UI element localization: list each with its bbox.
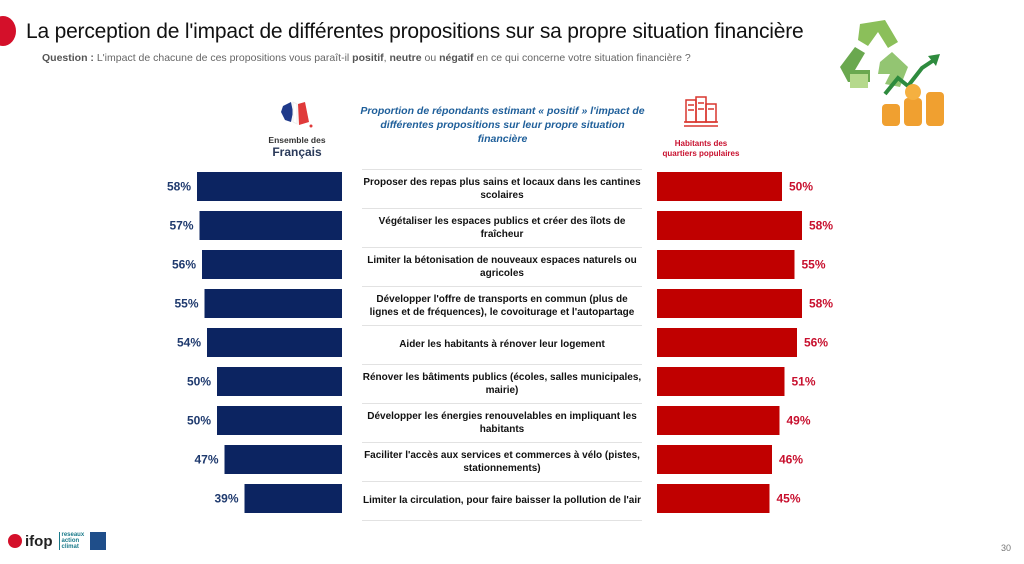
value-label-ensemble-francais: 39% — [214, 492, 238, 506]
footer-logos: ifop reseaux action climat — [8, 532, 107, 550]
bar-quartiers-populaires — [657, 445, 772, 474]
france-map-icon — [281, 101, 313, 128]
row-separator — [362, 325, 642, 326]
bar-quartiers-populaires — [657, 211, 802, 240]
category-label: Aider les habitants à rénover leur logem… — [399, 339, 605, 350]
bar-ensemble-francais — [197, 172, 342, 201]
bar-quartiers-populaires — [657, 406, 780, 435]
recycle-money-icon — [840, 20, 944, 126]
value-label-ensemble-francais: 55% — [174, 297, 198, 311]
row-separator — [362, 364, 642, 365]
bar-ensemble-francais — [199, 211, 342, 240]
row-separator — [362, 208, 642, 209]
coins-icon — [882, 84, 944, 126]
value-label-ensemble-francais: 56% — [172, 258, 196, 272]
category-label: Développer les énergies renouvelables en… — [367, 410, 637, 435]
category-label: Limiter la bétonisation de nouveaux espa… — [367, 254, 637, 279]
bar-quartiers-populaires — [657, 289, 802, 318]
row-separator — [362, 286, 642, 287]
value-label-quartiers-populaires: 50% — [789, 180, 813, 194]
value-label-quartiers-populaires: 46% — [779, 453, 803, 467]
bar-ensemble-francais — [217, 367, 342, 396]
bar-quartiers-populaires — [657, 328, 797, 357]
value-label-quartiers-populaires: 56% — [804, 336, 828, 350]
category-label: Végétaliser les espaces publics et créer… — [378, 215, 626, 240]
value-label-ensemble-francais: 50% — [187, 375, 211, 389]
bar-ensemble-francais — [207, 328, 342, 357]
bar-ensemble-francais — [224, 445, 342, 474]
bar-ensemble-francais — [244, 484, 342, 513]
accent-dot — [0, 16, 16, 46]
value-label-quartiers-populaires: 58% — [809, 297, 833, 311]
bar-quartiers-populaires — [657, 484, 770, 513]
partner-logo — [90, 532, 107, 550]
category-label: Proposer des repas plus sains et locaux … — [363, 176, 641, 201]
page-title: La perception de l'impact de différentes… — [26, 20, 804, 43]
bar-ensemble-francais — [217, 406, 342, 435]
value-label-ensemble-francais: 47% — [194, 453, 218, 467]
category-label: Développer l'offre de transports en comm… — [369, 293, 635, 318]
value-label-quartiers-populaires: 55% — [802, 258, 826, 272]
value-label-ensemble-francais: 54% — [177, 336, 201, 350]
category-label: Limiter la circulation, pour faire baiss… — [363, 495, 641, 506]
value-label-ensemble-francais: 58% — [167, 180, 191, 194]
category-label: Faciliter l'accès aux services et commer… — [364, 449, 640, 474]
value-label-ensemble-francais: 50% — [187, 414, 211, 428]
bar-quartiers-populaires — [657, 250, 795, 279]
reseau-action-climat-logo: reseaux action climat — [58, 532, 84, 550]
value-label-quartiers-populaires: 58% — [809, 219, 833, 233]
chart-title: Proportion de répondants estimant « posi… — [360, 105, 645, 145]
bar-ensemble-francais — [202, 250, 342, 279]
value-label-ensemble-francais: 57% — [169, 219, 193, 233]
question-text: Question : L'impact de chacune de ces pr… — [42, 52, 691, 64]
legend-quartiers: Habitants des quartiers populaires — [656, 96, 746, 159]
ifop-logo: ifop — [8, 533, 53, 550]
buildings-icon — [684, 96, 718, 127]
row-separator — [362, 481, 642, 482]
row-separator — [362, 247, 642, 248]
bar-quartiers-populaires — [657, 172, 782, 201]
value-label-quartiers-populaires: 45% — [777, 492, 801, 506]
bar-quartiers-populaires — [657, 367, 785, 396]
legend-france: Ensemble des Français — [262, 98, 332, 159]
value-label-quartiers-populaires: 49% — [787, 414, 811, 428]
row-separator — [362, 442, 642, 443]
row-separator — [362, 169, 642, 170]
row-separator — [362, 520, 642, 521]
row-separator — [362, 403, 642, 404]
page-number: 30 — [1001, 543, 1012, 553]
bar-ensemble-francais — [204, 289, 342, 318]
value-label-quartiers-populaires: 51% — [792, 375, 816, 389]
category-label: Rénover les bâtiments publics (écoles, s… — [362, 371, 642, 396]
